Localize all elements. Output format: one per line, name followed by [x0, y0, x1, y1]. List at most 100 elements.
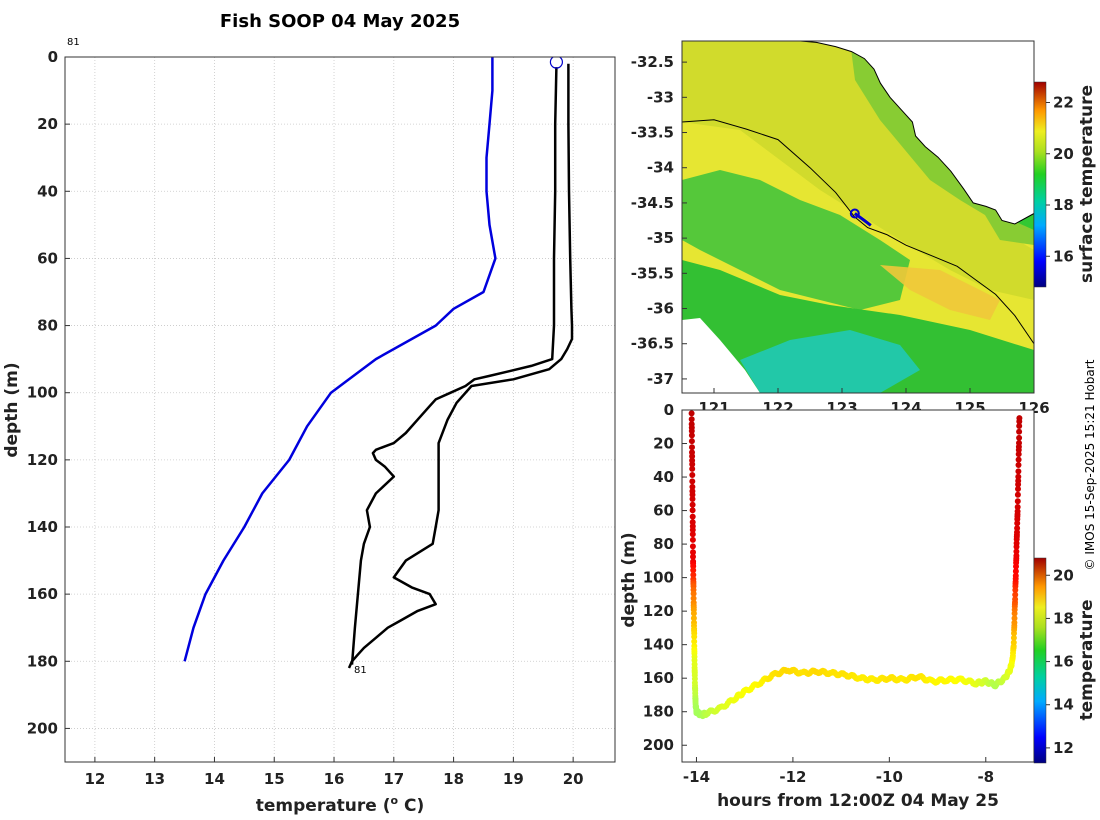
ts-point — [690, 553, 696, 560]
xlabel-base: temperature ( — [256, 796, 391, 816]
ts-x-tick-label: -10 — [876, 768, 903, 786]
ts-colorbar-tick-label: 14 — [1053, 696, 1074, 714]
ts-y-tick-label: 200 — [643, 736, 674, 754]
timeseries-plot-area — [682, 410, 1034, 762]
ts-point — [689, 513, 696, 520]
x-tick-label: 13 — [144, 770, 165, 788]
y-tick-label: 120 — [27, 451, 58, 469]
ts-point — [689, 444, 695, 451]
timeseries-panel: -14 -12 -10 -8 020406080100120140160180200 … — [619, 401, 1097, 811]
ts-point — [1011, 615, 1018, 622]
map-y-tick-label: -35 — [647, 229, 674, 247]
ts-point — [689, 536, 696, 543]
ts-colorbar-tick-label: 20 — [1053, 566, 1074, 584]
ts-point — [1015, 462, 1022, 468]
ts-point — [689, 501, 696, 508]
ts-point — [689, 526, 696, 533]
map-y-tick-label: -37 — [647, 370, 674, 388]
xlabel-end: C) — [398, 796, 424, 816]
ts-point — [689, 472, 696, 478]
y-tick-label: 80 — [37, 317, 58, 335]
ts-point — [688, 416, 695, 423]
timeseries-x-axis-label: hours from 12:00Z 04 May 25 — [717, 791, 999, 811]
timeseries-colorbar-ticks: 12 14 16 18 20 — [1046, 566, 1074, 757]
ts-point — [1013, 552, 1020, 559]
ts-y-tick-label: 40 — [653, 468, 674, 486]
y-tick-label: 60 — [37, 249, 58, 267]
ts-colorbar-tick-label: 16 — [1053, 653, 1074, 671]
ts-point — [1010, 634, 1017, 641]
ts-y-tick-label: 0 — [664, 401, 674, 419]
map-field — [682, 41, 1034, 393]
series-line-downcast — [347, 63, 574, 669]
ts-colorbar-tick-label: 12 — [1053, 739, 1074, 757]
sst-cool-patch — [740, 330, 920, 393]
x-tick-label: 18 — [443, 770, 464, 788]
x-tick-label: 15 — [264, 770, 285, 788]
copyright-notice: © IMOS 15-Sep-2025 15:21 Hobart — [1083, 359, 1097, 570]
ts-point — [691, 633, 698, 640]
ts-point — [689, 465, 696, 472]
map-y-tick-label: -32.5 — [631, 53, 674, 71]
cast-label-bottom: 81 — [354, 665, 367, 676]
ts-point — [1015, 486, 1021, 492]
ts-y-tick-label: 100 — [643, 569, 674, 587]
map-y-tick-label: -34 — [647, 159, 674, 177]
x-tick-label: 19 — [503, 770, 524, 788]
ts-point — [688, 438, 695, 445]
x-tick-label: 20 — [563, 770, 584, 788]
ts-point — [1011, 619, 1018, 626]
y-tick-label: 140 — [27, 518, 58, 536]
y-tick-label: 20 — [37, 115, 58, 133]
ts-x-tick-label: -14 — [683, 768, 710, 786]
ts-point — [1016, 440, 1022, 446]
ts-point — [1012, 591, 1019, 598]
ts-point — [1015, 456, 1022, 463]
series-line-reference-profile — [183, 57, 497, 662]
map-colorbar-ticks: 16 18 20 22 — [1046, 94, 1074, 265]
ts-point — [690, 615, 697, 622]
timeseries-y-axis-label: depth (m) — [619, 532, 639, 627]
ts-point — [689, 483, 696, 490]
ts-point — [690, 567, 697, 574]
xlabel-superscript: o — [391, 794, 399, 807]
map-y-tick-label: -33 — [647, 88, 674, 106]
y-tick-label: 40 — [37, 182, 58, 200]
map-colorbar-tick-label: 20 — [1053, 145, 1074, 163]
y-tick-label: 180 — [27, 652, 58, 670]
ts-y-tick-label: 80 — [653, 535, 674, 553]
profile-y-axis-label: depth (m) — [2, 362, 22, 457]
map-colorbar — [1033, 81, 1047, 288]
map-y-ticks: -32.5 -33 -33.5 -34 -34.5 -35 -35.5 -36 -36.5 -37 — [631, 53, 687, 388]
timeseries-points — [688, 410, 1023, 720]
ts-x-tick-label: -8 — [977, 768, 994, 786]
sst-green-patch — [682, 170, 910, 310]
y-tick-label: 200 — [27, 719, 58, 737]
map-colorbar-tick-label: 22 — [1053, 94, 1074, 112]
ts-point — [690, 590, 697, 597]
ts-x-tick-label: -12 — [779, 768, 806, 786]
x-tick-label: 14 — [204, 770, 225, 788]
ts-point — [1010, 639, 1017, 646]
ts-point — [1013, 548, 1020, 555]
map-colorbar-label: surface temperature — [1077, 85, 1097, 283]
timeseries-x-ticks: -14 -12 -10 -8 — [683, 757, 994, 786]
ts-point — [689, 461, 696, 468]
ts-point — [689, 543, 696, 550]
ts-point — [1016, 423, 1023, 429]
land-mask — [800, 41, 1034, 224]
y-tick-label: 160 — [27, 585, 58, 603]
map-y-tick-label: -36.5 — [631, 335, 674, 353]
coastline — [800, 41, 1034, 225]
ts-point — [1014, 520, 1021, 527]
ts-point — [1012, 572, 1019, 579]
map-y-tick-label: -33.5 — [631, 124, 674, 142]
isobath-line — [682, 119, 1034, 344]
ts-point — [689, 453, 696, 460]
ts-y-tick-label: 60 — [653, 502, 674, 520]
map-panel: 121 122 123 124 125 126 -32.5-33-33.5-34-34.5… — [631, 40, 1097, 417]
ts-y-tick-label: 120 — [643, 602, 674, 620]
ts-point — [689, 507, 696, 514]
ts-point — [1016, 415, 1023, 422]
map-colorbar-tick-label: 16 — [1053, 247, 1074, 265]
